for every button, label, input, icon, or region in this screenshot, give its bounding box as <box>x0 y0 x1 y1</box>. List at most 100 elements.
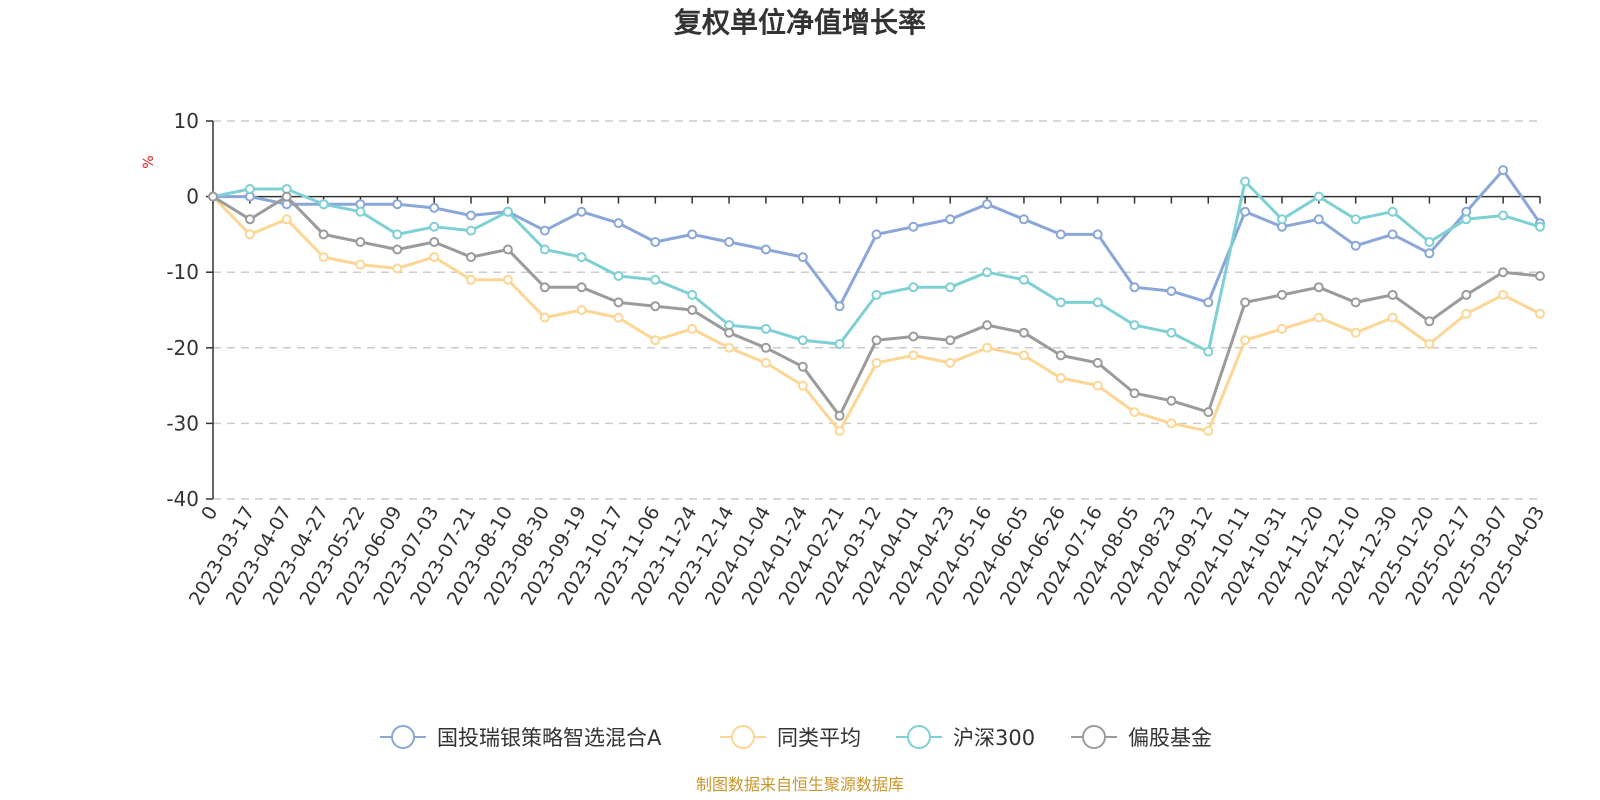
data-point <box>871 335 882 346</box>
data-point <box>1350 327 1361 338</box>
data-point <box>982 342 993 353</box>
data-point <box>502 274 513 285</box>
data-point <box>281 214 292 225</box>
data-point <box>1240 176 1251 187</box>
data-point <box>1461 308 1472 319</box>
data-point <box>392 263 403 274</box>
data-point <box>466 210 476 221</box>
data-point <box>466 225 476 236</box>
legend-label: 国投瑞银策略智选混合A <box>437 726 662 750</box>
data-point <box>834 301 845 312</box>
data-point <box>650 301 661 312</box>
data-point <box>429 221 440 232</box>
data-point <box>466 252 476 263</box>
series-3 <box>208 176 1545 357</box>
data-point <box>687 323 698 334</box>
data-point <box>1240 335 1251 346</box>
series-1 <box>208 165 1545 312</box>
data-point <box>982 267 993 278</box>
x-tick-label: 0 <box>197 503 222 524</box>
data-point <box>613 297 624 308</box>
data-point <box>1313 191 1324 202</box>
data-point <box>392 229 403 240</box>
data-point <box>1535 308 1545 319</box>
data-point <box>1092 380 1103 391</box>
data-point <box>687 229 698 240</box>
legend-swatch-marker <box>731 725 755 749</box>
data-point <box>650 237 661 247</box>
data-point <box>392 244 403 255</box>
data-point <box>687 289 698 300</box>
data-point <box>1424 237 1435 247</box>
data-point <box>502 206 513 217</box>
data-point <box>1203 346 1214 357</box>
data-point <box>834 339 845 349</box>
data-point <box>1018 327 1029 338</box>
data-point <box>1350 240 1361 251</box>
data-point <box>908 221 919 232</box>
y-axis-label: % <box>141 155 157 168</box>
data-point <box>982 199 993 210</box>
data-point <box>1498 267 1509 278</box>
data-point <box>1166 418 1177 429</box>
data-point <box>1424 316 1435 327</box>
legend[interactable]: 国投瑞银策略智选混合A 同类平均 沪深300 偏股基金 <box>380 725 1212 750</box>
data-point <box>1277 289 1287 300</box>
data-point <box>1092 357 1103 368</box>
legend-swatch-marker <box>907 725 931 749</box>
data-point <box>871 357 882 368</box>
data-point <box>1018 274 1029 285</box>
data-point <box>724 342 735 353</box>
data-point <box>760 342 771 353</box>
legend-swatch-marker <box>391 725 415 749</box>
data-point <box>429 237 440 247</box>
y-tick-label: -30 <box>166 411 199 435</box>
data-point <box>318 229 329 240</box>
data-point <box>576 305 587 315</box>
data-point <box>724 237 735 247</box>
y-tick-label: -40 <box>166 487 199 511</box>
source-note: 制图数据来自恒生聚源数据库 <box>696 775 904 794</box>
data-point <box>1129 282 1140 293</box>
data-point <box>908 282 919 293</box>
data-point <box>539 312 550 323</box>
data-point <box>1277 214 1287 225</box>
data-point <box>650 274 661 285</box>
data-point <box>1498 289 1509 300</box>
series-layer <box>208 165 1545 436</box>
legend-item[interactable]: 国投瑞银策略智选混合A <box>380 725 662 750</box>
data-point <box>1203 426 1214 436</box>
data-point <box>834 410 845 421</box>
data-point <box>1313 312 1324 323</box>
legend-label: 同类平均 <box>777 726 861 750</box>
data-point <box>355 206 366 217</box>
data-point <box>1387 289 1398 300</box>
legend-item[interactable]: 同类平均 <box>720 725 861 750</box>
legend-item[interactable]: 沪深300 <box>896 725 1035 750</box>
data-point <box>650 335 661 346</box>
data-point <box>429 202 440 213</box>
data-point <box>576 206 587 217</box>
data-point <box>1461 214 1472 225</box>
data-point <box>871 229 882 240</box>
data-point <box>244 229 255 240</box>
data-point <box>466 274 476 285</box>
data-point <box>1055 229 1066 240</box>
data-point <box>724 327 735 338</box>
data-point <box>1498 210 1509 221</box>
y-tick-label: 0 <box>186 185 199 209</box>
data-point <box>1240 206 1251 217</box>
data-point <box>1461 289 1472 300</box>
data-point <box>1018 350 1029 361</box>
data-point <box>208 191 218 202</box>
data-point <box>613 218 624 229</box>
data-point <box>1350 214 1361 225</box>
data-point <box>908 331 919 342</box>
legend-label: 偏股基金 <box>1128 726 1212 750</box>
data-point <box>1129 407 1140 418</box>
data-point <box>1387 312 1398 323</box>
data-point <box>429 252 440 263</box>
legend-swatch-marker <box>1082 725 1106 749</box>
legend-item[interactable]: 偏股基金 <box>1071 725 1212 750</box>
data-point <box>760 323 771 334</box>
